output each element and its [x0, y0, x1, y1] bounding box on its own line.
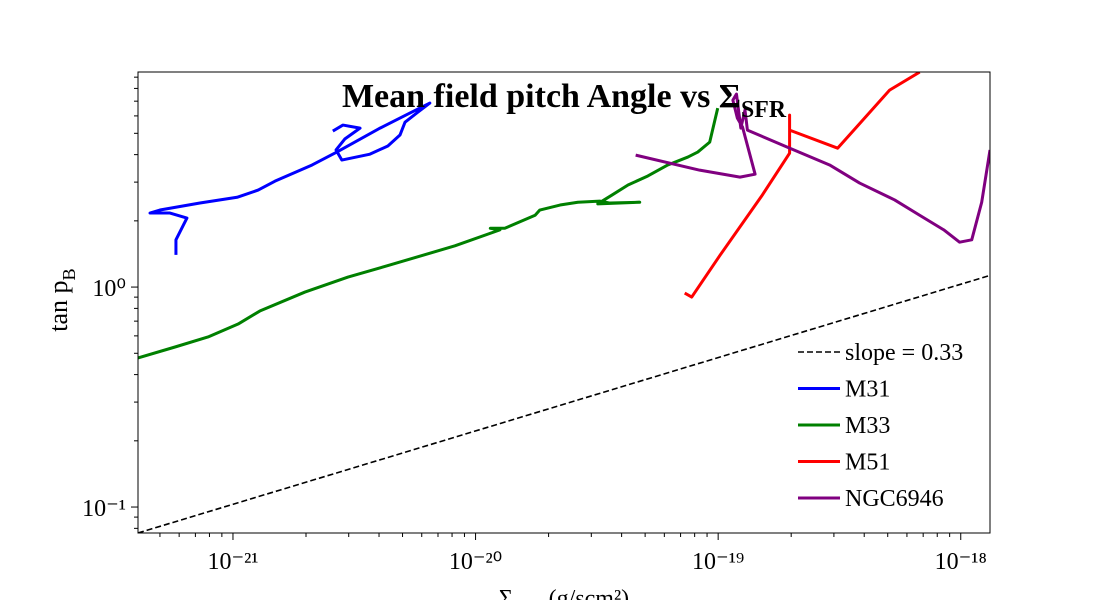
legend-label: M51 — [845, 450, 890, 476]
legend-label: slope = 0.33 — [845, 340, 963, 366]
plot-frame — [137, 71, 991, 534]
legend-label: NGC6946 — [845, 486, 944, 512]
x-tick-label: 10⁻¹⁹ — [692, 549, 744, 575]
x-tick-label: 10⁻²⁰ — [449, 549, 502, 575]
legend-label: M31 — [845, 377, 890, 403]
label: ΣSFR (g/scm²) — [499, 586, 629, 600]
x-tick-label: 10⁻²¹ — [207, 549, 258, 575]
label: Mean field pitch Angle vs ΣSFR — [342, 78, 787, 123]
label: tan pB — [44, 268, 79, 331]
y-tick-label: 10⁰ — [92, 276, 126, 302]
series-line — [148, 101, 432, 255]
series-line — [138, 107, 720, 360]
label-subscript: B — [59, 268, 79, 280]
plot-lines — [138, 72, 990, 533]
label-part: Σ — [499, 586, 513, 600]
x-tick-label: 10⁻¹⁸ — [935, 549, 987, 575]
series-line — [635, 92, 990, 244]
label-subscript: SFR — [513, 598, 544, 600]
y-tick-label: 10⁻¹ — [82, 496, 126, 522]
series-line — [683, 72, 921, 299]
legend-label: M33 — [845, 413, 890, 439]
label-part: (g/scm²) — [543, 586, 630, 600]
label-part: Mean field pitch Angle vs Σ — [342, 78, 741, 115]
label-subscript: SFR — [741, 97, 787, 123]
label-part: tan p — [44, 280, 73, 331]
series-line — [138, 274, 990, 533]
